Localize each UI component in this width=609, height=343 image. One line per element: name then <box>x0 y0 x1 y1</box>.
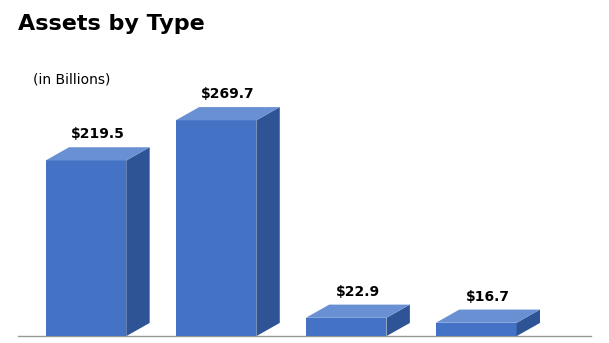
Text: $219.5: $219.5 <box>71 127 125 141</box>
Text: (in Billions): (in Billions) <box>33 72 111 86</box>
Text: Assets by Type: Assets by Type <box>18 14 205 34</box>
Polygon shape <box>46 147 150 161</box>
Polygon shape <box>175 107 280 120</box>
Polygon shape <box>175 120 256 336</box>
Polygon shape <box>306 318 387 336</box>
Polygon shape <box>126 147 150 336</box>
Text: $22.9: $22.9 <box>336 285 380 299</box>
Polygon shape <box>436 310 540 323</box>
Polygon shape <box>516 310 540 336</box>
Polygon shape <box>46 161 126 336</box>
Text: $16.7: $16.7 <box>466 289 510 304</box>
Polygon shape <box>387 305 410 336</box>
Text: $269.7: $269.7 <box>201 87 255 101</box>
Polygon shape <box>306 305 410 318</box>
Polygon shape <box>436 323 516 336</box>
Polygon shape <box>256 107 280 336</box>
